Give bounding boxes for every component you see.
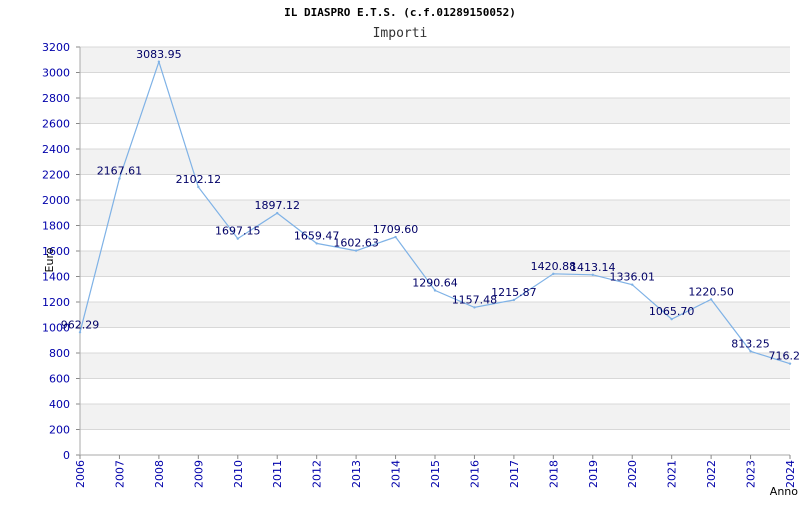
- chart-subtitle: Importi: [373, 26, 428, 41]
- data-label: 1897.12: [254, 199, 300, 212]
- data-point: [473, 306, 475, 308]
- x-tick-label: 2007: [113, 460, 126, 488]
- data-point: [158, 61, 160, 63]
- data-point: [118, 177, 120, 179]
- grid-band: [80, 200, 790, 226]
- x-tick-label: 2013: [350, 460, 363, 488]
- data-label: 1215.87: [491, 286, 537, 299]
- x-tick-labels: 2006 2007 2008 2009 2010 2011 2012 2013 2014 2015…: [74, 460, 797, 488]
- x-tick-label: 2010: [232, 460, 245, 488]
- grid-band: [80, 404, 790, 430]
- x-tick-label: 2014: [390, 460, 403, 488]
- data-point: [394, 236, 396, 238]
- x-tick-label: 2019: [587, 460, 600, 488]
- data-label: 813.25: [731, 337, 770, 350]
- y-tick-label: 1800: [42, 220, 70, 233]
- data-label: 1602.63: [333, 237, 379, 250]
- data-point: [355, 249, 357, 251]
- data-point: [749, 350, 751, 352]
- data-point: [79, 331, 81, 333]
- x-tick-label: 2015: [429, 460, 442, 488]
- y-tick-label: 200: [49, 424, 70, 437]
- data-label: 3083.95: [136, 48, 182, 61]
- x-tick-label: 2011: [271, 460, 284, 488]
- x-tick-label: 2018: [547, 460, 560, 488]
- x-tick-label: 2023: [745, 460, 758, 488]
- data-label: 2102.12: [176, 173, 222, 186]
- data-label: 2167.61: [97, 165, 143, 178]
- x-tick-label: 2024: [784, 460, 797, 488]
- y-tick-label: 2200: [42, 169, 70, 182]
- grid-bands: [80, 47, 790, 430]
- x-tick-label: 2012: [311, 460, 324, 488]
- data-label: 1336.01: [609, 271, 655, 284]
- data-point: [276, 212, 278, 214]
- y-tick-label: 3200: [42, 41, 70, 54]
- data-point: [197, 186, 199, 188]
- data-label: 1290.64: [412, 276, 458, 289]
- grid-band: [80, 251, 790, 277]
- data-point: [592, 274, 594, 276]
- y-axis-label: Euro: [43, 247, 56, 272]
- grid-band: [80, 149, 790, 175]
- data-label: 1065.70: [649, 305, 695, 318]
- data-label: 962.29: [61, 318, 100, 331]
- y-tick-label: 2400: [42, 143, 70, 156]
- data-point: [710, 298, 712, 300]
- x-tick-label: 2022: [705, 460, 718, 488]
- data-point: [434, 289, 436, 291]
- data-point: [513, 299, 515, 301]
- chart-title: IL DIASPRO E.T.S. (c.f.01289150052): [284, 6, 516, 19]
- grid-band: [80, 98, 790, 124]
- x-tick-label: 2020: [626, 460, 639, 488]
- y-tick-label: 1200: [42, 296, 70, 309]
- data-label: 1697.15: [215, 225, 261, 238]
- y-tick-label: 3000: [42, 67, 70, 80]
- y-tick-label: 0: [63, 449, 70, 462]
- y-tick-label: 2000: [42, 194, 70, 207]
- data-label: 1709.60: [373, 223, 419, 236]
- y-tick-label: 800: [49, 347, 70, 360]
- data-point: [315, 242, 317, 244]
- data-point: [552, 273, 554, 275]
- y-tick-label: 2800: [42, 92, 70, 105]
- y-tick-label: 2600: [42, 118, 70, 131]
- y-tick-label: 400: [49, 398, 70, 411]
- data-point: [631, 283, 633, 285]
- x-tick-label: 2008: [153, 460, 166, 488]
- x-tick-label: 2021: [666, 460, 679, 488]
- y-tick-label: 600: [49, 373, 70, 386]
- x-tick-label: 2006: [74, 460, 87, 488]
- data-point: [789, 362, 791, 364]
- data-point: [237, 237, 239, 239]
- data-point: [670, 318, 672, 320]
- x-tick-label: 2009: [192, 460, 205, 488]
- grid-band: [80, 47, 790, 73]
- data-label: 716.2: [769, 350, 800, 363]
- x-tick-label: 2016: [468, 460, 481, 488]
- grid-band: [80, 353, 790, 379]
- x-tick-label: 2017: [508, 460, 521, 488]
- x-axis-label: Anno: [770, 485, 798, 498]
- data-label: 1220.50: [688, 285, 734, 298]
